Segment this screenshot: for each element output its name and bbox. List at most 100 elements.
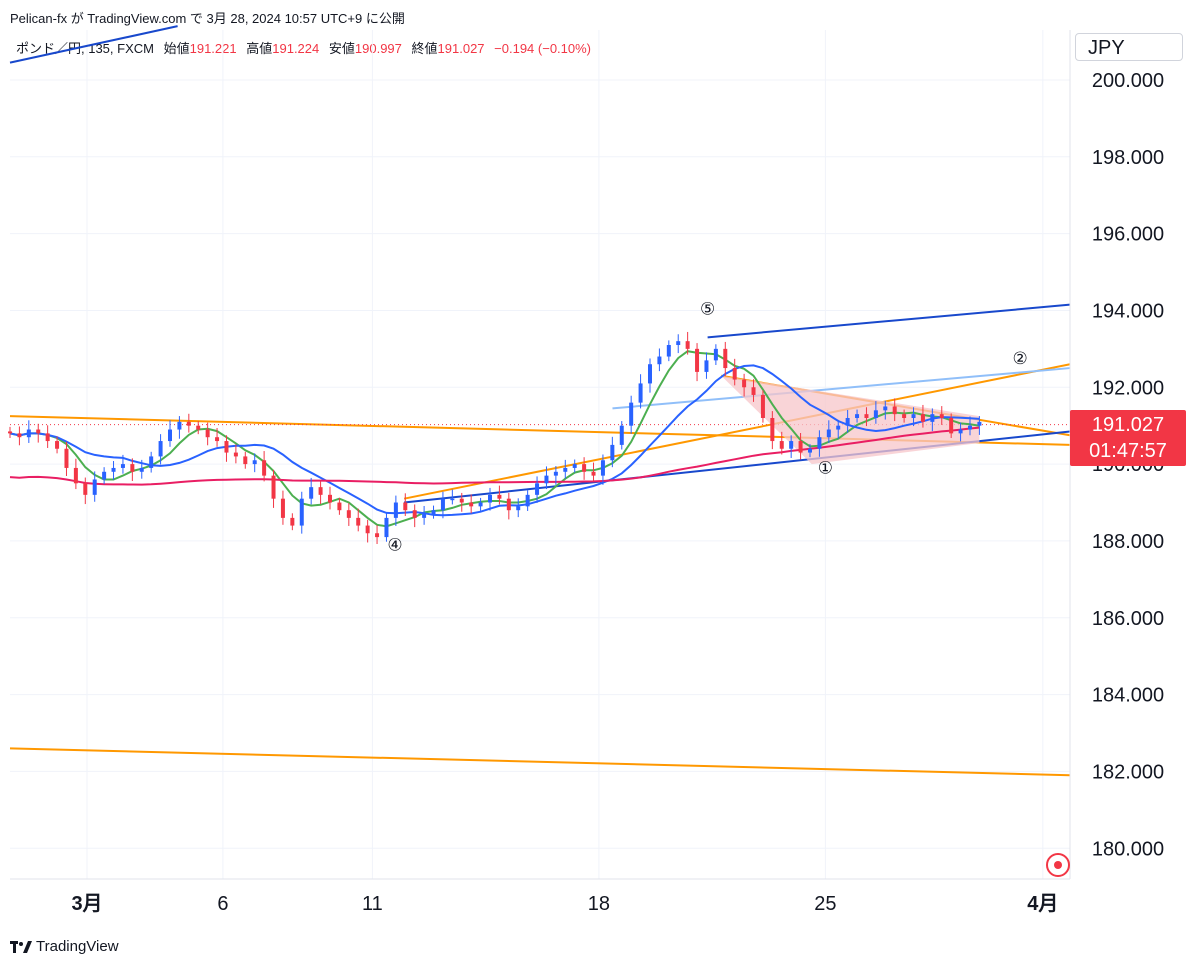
candle-body [440, 498, 445, 511]
candle-body [864, 414, 869, 419]
candle-body [619, 425, 624, 445]
candle-body [102, 471, 107, 480]
candle-body [930, 414, 935, 422]
candle-body [892, 406, 897, 415]
candle-body [949, 418, 954, 434]
candle-body [92, 479, 97, 495]
candle-body [544, 475, 549, 484]
candle-body [704, 360, 709, 372]
record-icon[interactable] [1046, 853, 1070, 877]
y-tick-label: 192.000 [1092, 377, 1164, 399]
candle-body [469, 502, 474, 507]
candle-body [911, 414, 916, 419]
candle-body [271, 475, 276, 499]
candle-body [723, 348, 728, 369]
candle-body [582, 464, 587, 472]
candle-body [224, 441, 229, 453]
candle-body [807, 448, 812, 453]
y-tick-label: 188.000 [1092, 531, 1164, 553]
candle-body [516, 506, 521, 511]
footer-brand[interactable]: TradingView [10, 938, 119, 955]
y-tick-label: 186.000 [1092, 608, 1164, 630]
candle-body [280, 498, 285, 518]
candle-body [666, 345, 671, 357]
candle-body [233, 452, 238, 457]
candle-body [375, 533, 380, 538]
y-tick-label: 182.000 [1092, 761, 1164, 783]
last-price-tag: 191.027 01:47:57 [1070, 410, 1186, 466]
x-tick-label: 25 [814, 893, 836, 915]
candle-body [506, 498, 511, 511]
y-tick-label: 180.000 [1092, 838, 1164, 860]
candle-body [478, 502, 483, 507]
trend-line [707, 303, 1071, 339]
y-tick-label: 194.000 [1092, 300, 1164, 322]
candle-body [629, 402, 634, 426]
candle-body [177, 421, 182, 430]
candle-body [939, 414, 944, 419]
candle-body [186, 421, 191, 426]
change-value: −0.194 (−0.10%) [494, 41, 592, 56]
candle-body [845, 418, 850, 426]
candle-body [36, 429, 41, 434]
candle-body [243, 456, 248, 465]
candle-body [751, 387, 756, 395]
candle-body [713, 348, 718, 361]
trend-line [612, 367, 1071, 410]
candle-body [760, 394, 765, 419]
candle-body [977, 421, 982, 426]
candle-body [563, 467, 568, 472]
trend-line [9, 747, 1071, 777]
candle-body [422, 514, 427, 518]
candle-body [393, 502, 398, 518]
brand-name: TradingView [36, 938, 119, 955]
candle-body [252, 460, 257, 465]
candle-body [8, 431, 12, 434]
candle-body [873, 410, 878, 419]
symbol-label[interactable]: ポンド／円, 135, FXCM [16, 41, 154, 56]
candle-body [685, 341, 690, 349]
candle-body [83, 483, 88, 495]
last-price: 191.027 [1091, 414, 1165, 436]
y-tick-label: 200.000 [1092, 70, 1164, 92]
candle-body [902, 414, 907, 419]
candle-body [327, 494, 332, 503]
x-tick-label: 11 [362, 893, 383, 915]
candle-body [149, 456, 154, 468]
candle-body [346, 510, 351, 518]
candle-body [299, 498, 304, 526]
candle-body [55, 441, 60, 449]
candle-body [459, 498, 464, 503]
trend-line [721, 374, 1071, 437]
wave-annotation: ⑤ [700, 299, 715, 318]
candle-body [337, 502, 342, 511]
close-value: 191.027 [437, 41, 485, 56]
candle-body [789, 441, 794, 449]
x-tick-label: 18 [588, 893, 610, 915]
candle-body [967, 425, 972, 430]
candle-body [290, 517, 295, 526]
candle-body [111, 467, 116, 472]
candle-body [309, 487, 314, 499]
candle-body [920, 414, 925, 422]
low-value: 190.997 [354, 41, 402, 56]
candle-body [450, 498, 455, 501]
candle-body [798, 441, 803, 453]
wave-annotation: ② [1013, 349, 1028, 368]
currency-button[interactable]: JPY [1075, 33, 1183, 61]
candle-body [365, 525, 370, 534]
ma-blue-line [9, 364, 980, 517]
high-label: 高値 [246, 41, 273, 56]
high-value: 191.224 [272, 41, 320, 56]
ma-red-line [9, 426, 980, 486]
candle-body [215, 437, 220, 442]
candle-body [883, 406, 888, 411]
candle-body [64, 448, 69, 468]
candle-body [742, 379, 747, 388]
candle-body [676, 341, 681, 346]
low-label: 安値 [328, 41, 355, 56]
candle-body [826, 429, 831, 438]
candle-body [139, 467, 144, 472]
publish-line: Pelican-fx が TradingView.com で 3月 28, 20… [10, 11, 405, 26]
